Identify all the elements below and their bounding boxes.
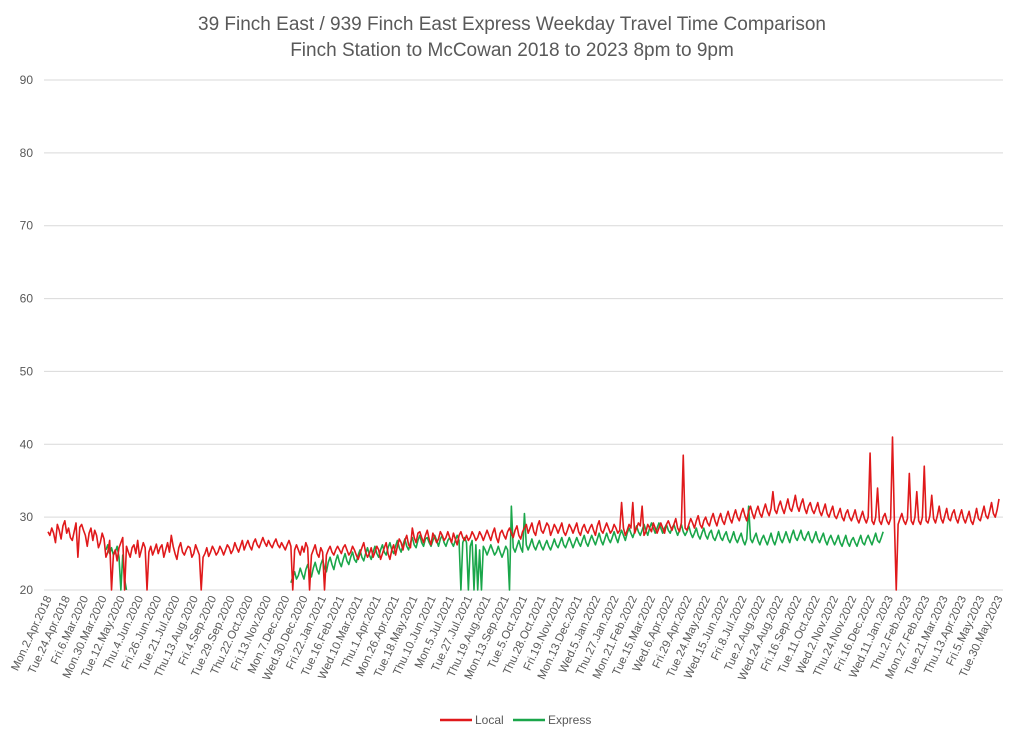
series-express-line (290, 505, 884, 591)
legend-express-label: Express (548, 713, 591, 727)
chart-title: 39 Finch East / 939 Finch East Express W… (198, 14, 826, 35)
y-tick-label: 60 (20, 292, 34, 306)
legend: Local Express (440, 713, 591, 727)
y-tick-label: 20 (20, 583, 34, 597)
gridlines (44, 79, 1003, 591)
y-tick-label: 30 (20, 510, 34, 524)
x-axis-ticks: Mon.2.Apr.2018Tue.24.Apr.2018Fri.6.Mar.2… (10, 594, 1006, 682)
y-tick-label: 70 (20, 219, 34, 233)
chart-subtitle: Finch Station to McCowan 2018 to 2023 8p… (290, 40, 734, 61)
y-tick-label: 80 (20, 146, 34, 160)
y-axis-ticks: 20 30 40 50 60 70 80 90 (20, 73, 34, 597)
y-tick-label: 50 (20, 364, 34, 378)
series-local-line (47, 436, 1000, 591)
y-tick-label: 40 (20, 437, 34, 451)
series-group (47, 436, 1000, 591)
y-tick-label: 90 (20, 73, 34, 87)
legend-local-label: Local (475, 713, 504, 727)
